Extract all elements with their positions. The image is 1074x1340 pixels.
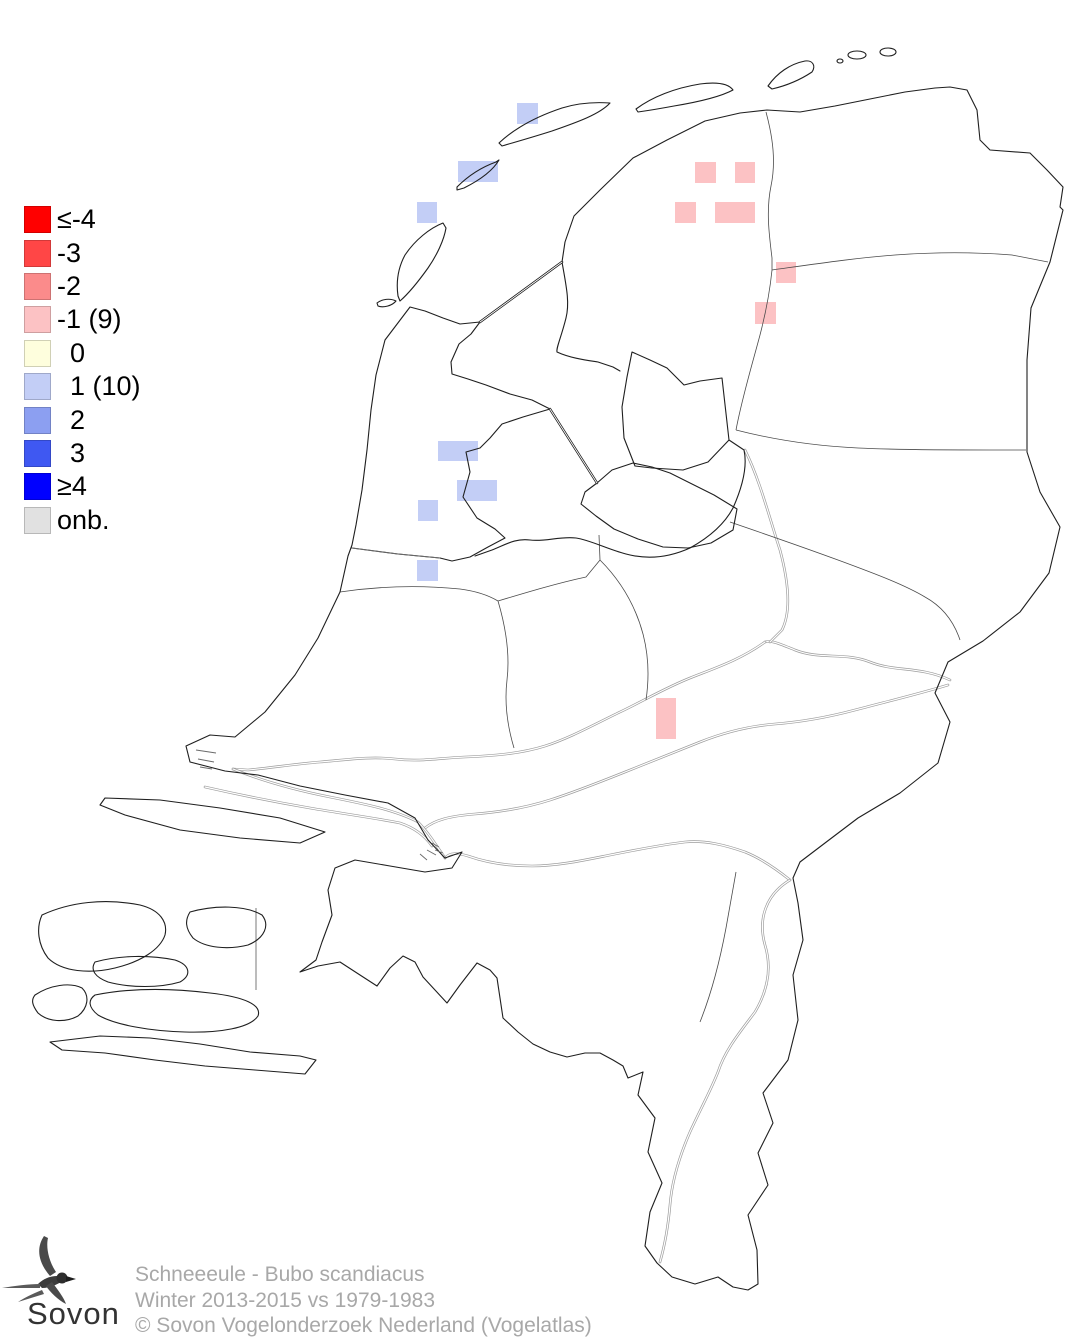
grid-cell	[675, 202, 696, 223]
legend-swatch	[24, 373, 51, 401]
legend-item: 2	[24, 403, 141, 436]
zeeland-islands	[32, 797, 326, 1075]
legend-label: onb.	[57, 504, 110, 535]
legend-swatch	[24, 506, 51, 534]
legend-item: -3	[24, 236, 141, 269]
legend-label: -1 (9)	[57, 304, 122, 335]
legend-label: ≤-4	[57, 204, 96, 235]
grid-cell	[438, 441, 478, 461]
grid-cell	[776, 262, 796, 283]
legend-swatch	[24, 339, 51, 367]
legend-label: -3	[57, 237, 82, 268]
swallow-icon	[2, 1236, 76, 1304]
grid-cell	[458, 161, 498, 182]
grid-cell	[656, 698, 676, 739]
grid-cells-layer	[417, 103, 796, 739]
legend-swatch	[24, 239, 51, 267]
legend-swatch	[24, 272, 51, 300]
legend-item: -2	[24, 270, 141, 303]
legend-item: ≥4	[24, 470, 141, 503]
legend: ≤-4 -3 -2 -1 (9) 0 1 (10) 2 3 ≥4 onb.	[24, 203, 141, 537]
legend-swatch	[24, 206, 51, 234]
rivers	[203, 448, 952, 1264]
grid-cell	[417, 202, 437, 223]
legend-label: 0	[70, 337, 86, 368]
legend-label: 2	[70, 404, 86, 435]
legend-item: ≤-4	[24, 203, 141, 236]
grid-cell	[715, 202, 755, 223]
legend-label: ≥4	[57, 471, 87, 502]
map-caption: Schneeeule - Bubo scandiacus Winter 2013…	[135, 1262, 592, 1339]
wadden-islands	[376, 47, 897, 308]
afsluitdijk-line	[478, 260, 564, 324]
legend-label: -2	[57, 270, 82, 301]
sovon-logo-wordmark: Sovon	[27, 1296, 120, 1331]
legend-item: -1 (9)	[24, 303, 141, 336]
legend-swatch	[24, 306, 51, 334]
grid-cell	[517, 103, 538, 124]
legend-swatch	[24, 406, 51, 434]
legend-item: onb.	[24, 504, 141, 537]
legend-label: 1 (10)	[70, 371, 141, 402]
sovon-logo	[2, 1236, 76, 1304]
legend-item: 1 (10)	[24, 370, 141, 403]
legend-label: 3	[70, 437, 86, 468]
grid-cell	[457, 480, 497, 501]
period-subtitle: Winter 2013-2015 vs 1979-1983	[135, 1288, 436, 1312]
grid-cell	[695, 162, 716, 183]
legend-item: 3	[24, 437, 141, 470]
species-title: Schneeeule - Bubo scandiacus	[135, 1263, 425, 1286]
houtribdijk-line	[548, 407, 599, 485]
copyright-line: © Sovon Vogelonderzoek Nederland (Vogela…	[135, 1314, 592, 1337]
legend-item: 0	[24, 337, 141, 370]
grid-cell	[417, 560, 438, 581]
legend-swatch	[24, 473, 51, 501]
province-borders	[255, 111, 1049, 1023]
polders	[580, 351, 738, 549]
legend-swatch	[24, 439, 51, 467]
grid-cell	[418, 500, 438, 521]
grid-cell	[735, 162, 755, 183]
